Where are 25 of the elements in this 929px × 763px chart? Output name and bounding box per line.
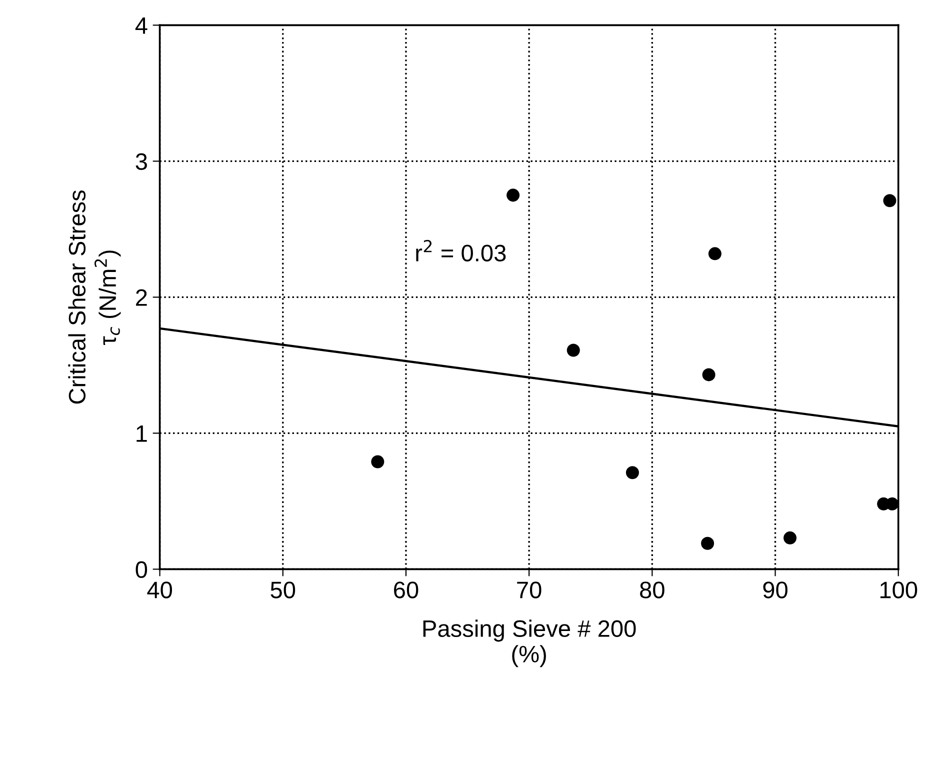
x-tick-label: 90	[763, 582, 788, 598]
point	[886, 497, 898, 510]
y-tick-label: 3	[136, 153, 147, 170]
point	[566, 344, 580, 357]
y-tick-label: 2	[136, 289, 147, 306]
point	[371, 455, 384, 468]
point	[701, 536, 714, 550]
x-axis-title: Passing Sieve # 200 (%)	[423, 620, 636, 668]
x-tick-label: 70	[517, 582, 542, 598]
x-tick-label: 80	[640, 582, 664, 598]
point	[708, 247, 722, 260]
point	[626, 466, 639, 480]
point	[506, 188, 520, 202]
x-tick-label: 40	[147, 582, 172, 598]
y-tick-label: 4	[135, 17, 148, 34]
point	[702, 368, 716, 382]
annotation: r$^{2}$ = 0.03	[416, 240, 506, 262]
x-tick-label: 60	[394, 582, 418, 598]
point	[883, 194, 896, 208]
x-tick-label: 100	[880, 582, 918, 598]
y-axis-title: Critical Shear Stress τ$_{c}$ (N/m$^{2}$)	[68, 190, 121, 404]
point	[784, 531, 797, 544]
x-tick-label: 50	[270, 582, 296, 598]
y-tick-label: 1	[136, 426, 147, 442]
y-tick-label: 0	[136, 561, 148, 578]
